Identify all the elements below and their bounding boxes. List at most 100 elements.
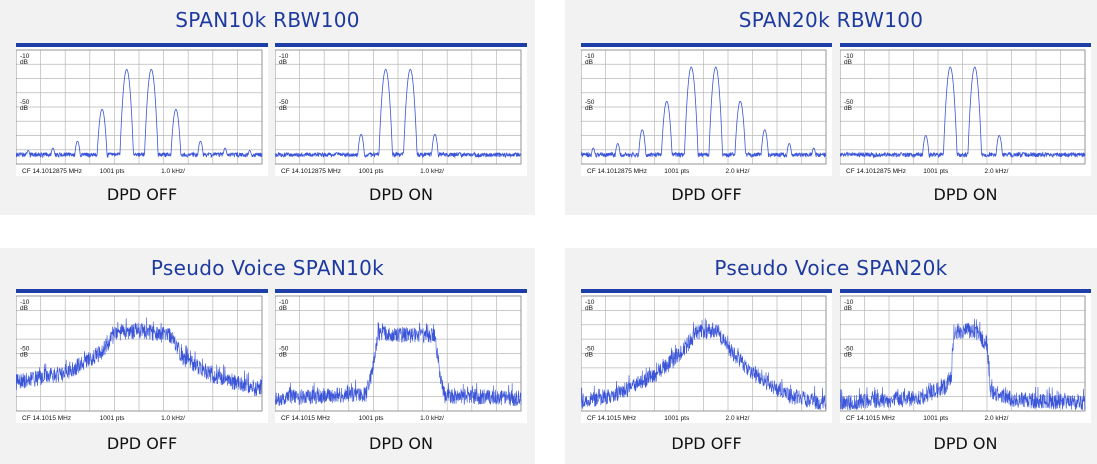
points-label: 1001 pts (359, 415, 385, 422)
frequency-division-label: 2.0 kHz/ (985, 168, 1009, 175)
spectrum-plot-dpd-on: -10 dB -50 dB CF 14.1012875 MHz 1001 pts 1.0 k… (275, 43, 527, 176)
panel-title: SPAN20k RBW100 (738, 8, 924, 32)
y-unit-mid: dB (844, 105, 852, 112)
spectrum-plot-dpd-on: -10 dB -50 dB CF 14.1015 MHz 1001 pts 1.0 kHz/ (275, 289, 527, 423)
frequency-division-label: 2.0 kHz/ (726, 415, 750, 422)
spectrum-plot-dpd-on: -10 dB -50 dB CF 14.1012875 MHz 1001 pts 2.0 k… (840, 43, 1091, 176)
spectrum-trace (16, 68, 263, 159)
points-label: 1001 pts (664, 168, 690, 175)
points-label: 1001 pts (664, 415, 690, 422)
y-unit-top: dB (279, 59, 287, 66)
y-unit-mid: dB (585, 105, 593, 112)
y-unit-mid: dB (585, 351, 593, 358)
plot-header-bar (275, 43, 527, 47)
plot-caption-dpd-on: DPD ON (933, 434, 998, 453)
y-label-top: -10 (585, 299, 595, 306)
plot-header-bar (581, 289, 832, 293)
plot-caption-dpd-off: DPD OFF (106, 434, 178, 453)
plot-header-bar (840, 289, 1091, 293)
y-label-mid: -50 (585, 99, 595, 106)
spectrum-plot-dpd-off: -10 dB -50 dB CF 14.1012875 MHz 1001 pts 2.0 k… (581, 43, 832, 176)
center-frequency-label: CF 14.1012875 MHz (22, 168, 82, 175)
panel-title: Pseudo Voice SPAN10k (150, 256, 385, 280)
spectrum-trace (275, 68, 522, 159)
center-frequency-label: CF 14.1015 MHz (281, 415, 330, 422)
y-label-mid: -50 (20, 99, 30, 106)
spectrum-trace (840, 318, 1086, 411)
panel-4: Pseudo Voice SPAN20k -10 dB -50 dB CF 14.1015… (565, 248, 1097, 464)
points-label: 1001 pts (100, 168, 126, 175)
plot-caption-dpd-off: DPD OFF (671, 185, 742, 204)
spectrum-trace (840, 66, 1086, 159)
spectrum-plot-dpd-off: -10 dB -50 dB CF 14.1012875 MHz 1001 pts 1.0 k… (16, 43, 268, 176)
points-label: 1001 pts (359, 168, 385, 175)
y-label-top: -10 (279, 53, 289, 60)
y-unit-mid: dB (279, 351, 287, 358)
y-unit-mid: dB (844, 351, 852, 358)
frequency-division-label: 1.0 kHz/ (420, 168, 444, 175)
center-frequency-label: CF 14.1012875 MHz (281, 168, 341, 175)
y-unit-top: dB (844, 59, 852, 66)
y-label-top: -10 (20, 53, 30, 60)
spectrum-plot-dpd-on: -10 dB -50 dB CF 14.1015 MHz 1001 pts 2.0 kHz/ (840, 289, 1091, 423)
y-unit-top: dB (585, 59, 593, 66)
y-unit-top: dB (20, 59, 28, 66)
y-unit-top: dB (20, 305, 28, 312)
center-frequency-label: CF 14.1015 MHz (587, 415, 636, 422)
plot-caption-dpd-off: DPD OFF (106, 185, 178, 204)
frequency-division-label: 1.0 kHz/ (161, 168, 185, 175)
y-label-mid: -50 (844, 345, 854, 352)
y-label-top: -10 (844, 299, 854, 306)
center-frequency-label: CF 14.1012875 MHz (587, 168, 647, 175)
points-label: 1001 pts (100, 415, 126, 422)
plot-header-bar (16, 43, 268, 47)
center-frequency-label: CF 14.1015 MHz (846, 415, 895, 422)
frequency-division-label: 1.0 kHz/ (161, 415, 185, 422)
y-label-mid: -50 (20, 345, 30, 352)
y-label-mid: -50 (279, 345, 289, 352)
plot-background (16, 289, 268, 423)
y-label-top: -10 (585, 53, 595, 60)
frequency-division-label: 1.0 kHz/ (420, 415, 444, 422)
spectrum-trace (16, 317, 263, 396)
y-unit-mid: dB (20, 351, 28, 358)
plot-header-bar (16, 289, 268, 293)
plot-caption-dpd-on: DPD ON (369, 434, 433, 453)
plot-header-bar (581, 43, 832, 47)
plot-background (275, 289, 527, 423)
plot-header-bar (840, 43, 1091, 47)
plot-background (581, 289, 832, 423)
points-label: 1001 pts (923, 168, 949, 175)
y-unit-mid: dB (20, 105, 28, 112)
center-frequency-label: CF 14.1012875 MHz (846, 168, 906, 175)
plot-caption-dpd-off: DPD OFF (671, 434, 742, 453)
y-unit-top: dB (279, 305, 287, 312)
panel-title: Pseudo Voice SPAN20k (714, 256, 948, 280)
plot-caption-dpd-on: DPD ON (369, 185, 433, 204)
spectrum-trace (581, 318, 827, 411)
y-unit-top: dB (844, 305, 852, 312)
center-frequency-label: CF 14.1015 MHz (22, 415, 71, 422)
panel-3: Pseudo Voice SPAN10k -10 dB -50 dB CF 14.1015… (0, 248, 535, 464)
frequency-division-label: 2.0 kHz/ (985, 415, 1009, 422)
y-label-mid: -50 (844, 99, 854, 106)
y-unit-mid: dB (279, 105, 287, 112)
spectrum-plot-dpd-off: -10 dB -50 dB CF 14.1015 MHz 1001 pts 1.0 kHz/ (16, 289, 268, 423)
spectrum-trace (581, 66, 827, 159)
plot-header-bar (275, 289, 527, 293)
panel-2: SPAN20k RBW100 -10 dB -50 dB CF 14.1012875 MH… (565, 0, 1097, 215)
points-label: 1001 pts (923, 415, 949, 422)
panel-1: SPAN10k RBW100 -10 dB -50 dB CF 14.1012875 MH… (0, 0, 535, 215)
y-label-top: -10 (20, 299, 30, 306)
frequency-division-label: 2.0 kHz/ (726, 168, 750, 175)
plot-caption-dpd-on: DPD ON (933, 185, 998, 204)
y-label-top: -10 (844, 53, 854, 60)
y-label-mid: -50 (585, 345, 595, 352)
